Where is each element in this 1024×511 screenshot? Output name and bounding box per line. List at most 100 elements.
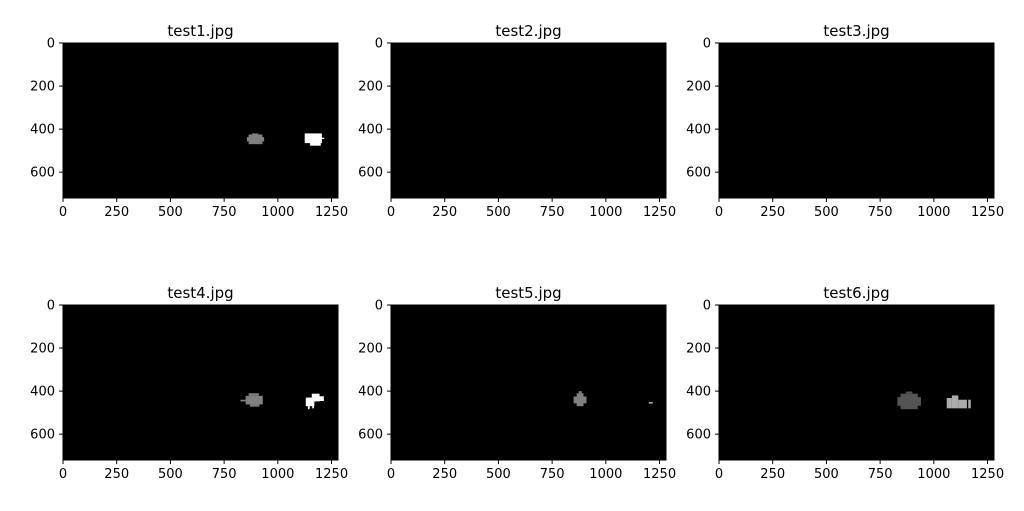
x-tick-label: 250 [432, 467, 457, 482]
blob [240, 393, 263, 407]
panel-title: test5.jpg [495, 284, 561, 302]
blob [305, 393, 324, 410]
blob-pixel-region [968, 399, 971, 409]
blob-pixel-region [318, 396, 324, 402]
y-tick-label: 0 [375, 299, 383, 314]
blob-pixel-region [648, 402, 653, 404]
y-tick-label: 200 [358, 80, 383, 95]
axes-frame [62, 42, 339, 199]
y-tick-label: 600 [358, 428, 383, 443]
x-tick-label: 1250 [643, 467, 676, 482]
panel-4: test4.jpg 0 250 500 750 1000 1250 0 200 400 600 [30, 284, 348, 482]
y-tick-label: 400 [358, 123, 383, 138]
axes-frame [718, 42, 995, 199]
y-tick-label: 0 [703, 37, 711, 52]
x-tick-label: 1250 [315, 467, 348, 482]
x-tick-label: 1000 [261, 205, 294, 220]
x-tick-label: 250 [760, 205, 785, 220]
blob [897, 391, 921, 410]
y-tick-label: 0 [47, 299, 55, 314]
x-tick-label: 0 [715, 205, 723, 220]
x-tick-label: 500 [486, 467, 511, 482]
y-tick-label: 0 [703, 299, 711, 314]
y-tick-label: 400 [30, 385, 55, 400]
x-tick-label: 1250 [315, 205, 348, 220]
x-tick-label: 750 [540, 205, 565, 220]
y-tick-label: 400 [358, 385, 383, 400]
panel-5: test5.jpg 0 250 500 750 1000 1250 0 200 400 600 [358, 284, 676, 482]
blob-pixel-region [905, 391, 913, 394]
axes-frame [390, 42, 667, 199]
blob [304, 133, 325, 146]
panel-title: test4.jpg [167, 284, 233, 302]
x-tick-label: 750 [868, 467, 893, 482]
x-tick-label: 500 [814, 467, 839, 482]
blob-pixel-region [307, 405, 310, 410]
blob-pixel-region [946, 398, 952, 409]
x-tick-label: 250 [432, 205, 457, 220]
y-tick-label: 0 [47, 37, 55, 52]
x-tick-label: 250 [104, 467, 129, 482]
panel-title: test1.jpg [167, 22, 233, 40]
x-tick-label: 1250 [971, 467, 1004, 482]
x-tick-label: 0 [59, 467, 67, 482]
x-tick-label: 500 [814, 205, 839, 220]
y-tick-label: 600 [358, 166, 383, 181]
axes-frame [718, 304, 995, 461]
panel-1: test1.jpg 0 250 500 750 1000 1250 0 200 400 600 [30, 22, 348, 220]
blob-pixel-region [951, 395, 959, 409]
blob [246, 133, 265, 145]
blob [946, 395, 971, 409]
x-tick-label: 750 [212, 467, 237, 482]
x-tick-label: 750 [540, 467, 565, 482]
x-tick-label: 1000 [589, 205, 622, 220]
blob [648, 402, 653, 404]
blob [573, 391, 587, 407]
blob-pixel-region [305, 397, 315, 407]
panel-title: test6.jpg [823, 284, 889, 302]
blob-pixel-region [249, 404, 260, 407]
image-background [391, 43, 666, 198]
y-tick-label: 200 [30, 342, 55, 357]
blob-pixel-region [958, 399, 967, 409]
panel-3: test3.jpg 0 250 500 750 1000 1250 0 200 400 600 [686, 22, 1004, 220]
y-tick-label: 0 [375, 37, 383, 52]
blob-pixel-region [245, 395, 263, 405]
x-tick-label: 0 [387, 205, 395, 220]
blob-pixel-region [897, 397, 921, 406]
x-tick-label: 1000 [917, 467, 950, 482]
y-tick-label: 400 [686, 385, 711, 400]
y-tick-label: 200 [686, 342, 711, 357]
y-tick-label: 600 [686, 428, 711, 443]
blob-pixel-region [573, 396, 587, 404]
y-tick-label: 200 [30, 80, 55, 95]
x-tick-label: 0 [387, 467, 395, 482]
blob-pixel-region [252, 133, 259, 135]
image-background [719, 305, 994, 460]
blob-pixel-region [304, 133, 322, 144]
x-tick-label: 1000 [917, 205, 950, 220]
y-tick-label: 400 [686, 123, 711, 138]
x-tick-label: 1250 [643, 205, 676, 220]
panel-title: test3.jpg [823, 22, 889, 40]
x-tick-label: 750 [212, 205, 237, 220]
blob-pixel-region [312, 405, 314, 409]
image-background [719, 43, 994, 198]
blob-pixel-region [578, 391, 582, 394]
blob-pixel-region [311, 393, 320, 402]
axes-frame [62, 304, 339, 461]
panel-6: test6.jpg 0 250 500 750 1000 1250 0 200 400 600 [686, 284, 1004, 482]
x-tick-label: 500 [486, 205, 511, 220]
y-tick-label: 600 [686, 166, 711, 181]
y-tick-label: 400 [30, 123, 55, 138]
blob-pixel-region [248, 393, 259, 396]
x-tick-label: 250 [104, 205, 129, 220]
blob-pixel-region [310, 140, 321, 146]
blob-pixel-region [246, 137, 265, 142]
image-background [63, 43, 338, 198]
image-background [391, 305, 666, 460]
panel-title: test2.jpg [495, 22, 561, 40]
y-tick-label: 600 [30, 428, 55, 443]
panel-2: test2.jpg 0 250 500 750 1000 1250 0 200 400 600 [358, 22, 676, 220]
x-tick-label: 750 [868, 205, 893, 220]
